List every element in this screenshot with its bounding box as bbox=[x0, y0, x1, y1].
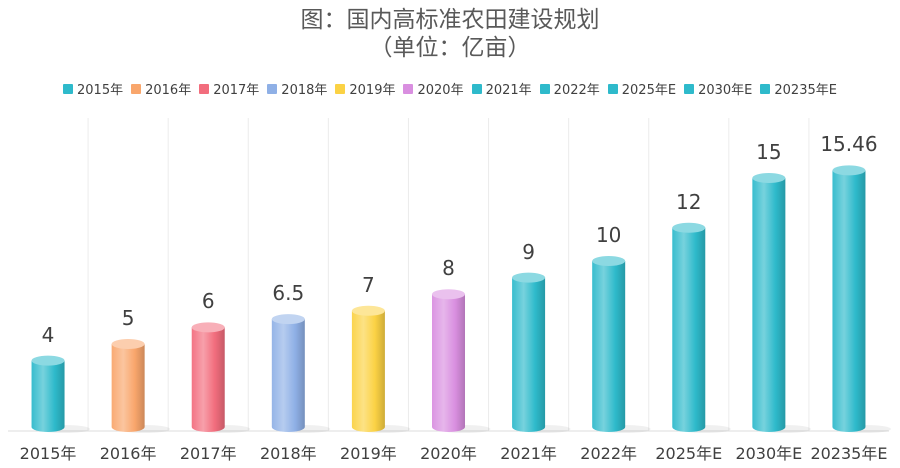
bar-body bbox=[832, 170, 866, 432]
legend-swatch bbox=[403, 83, 414, 94]
legend-item: 2019年 bbox=[335, 79, 395, 98]
value-label: 5 bbox=[121, 306, 135, 330]
value-label: 4 bbox=[41, 322, 55, 347]
bar-body bbox=[592, 261, 626, 432]
legend-swatch bbox=[760, 83, 771, 94]
legend-label: 2017年 bbox=[213, 83, 260, 98]
bar-2017年 bbox=[191, 322, 225, 432]
legend-item: 2030年E bbox=[684, 79, 752, 98]
x-tick-label: 2015年 bbox=[19, 444, 77, 463]
legend-swatch bbox=[335, 83, 346, 94]
legend-label: 20235年E bbox=[774, 83, 837, 98]
legend-swatch bbox=[199, 83, 210, 94]
x-tick-label: 2020年 bbox=[420, 444, 477, 463]
x-tick-label: 2018年 bbox=[259, 444, 317, 463]
bar-top-cap bbox=[752, 173, 786, 183]
bar-top-cap bbox=[191, 322, 225, 333]
legend-swatch bbox=[131, 83, 142, 94]
value-label: 12 bbox=[676, 189, 702, 214]
chart-title: 图：国内高标准农田建设规划 bbox=[300, 7, 600, 33]
legend-item: 2017年 bbox=[199, 79, 259, 98]
bar-2019年 bbox=[351, 305, 385, 432]
bar-body bbox=[752, 178, 786, 432]
legend-label: 2021年 bbox=[485, 83, 532, 98]
legend-label: 2016年 bbox=[145, 83, 192, 98]
bar-body bbox=[512, 277, 546, 432]
legend-swatch bbox=[471, 83, 482, 94]
legend-item: 2015年 bbox=[63, 79, 123, 98]
bar-top-cap bbox=[111, 339, 145, 349]
value-label: 8 bbox=[442, 256, 455, 281]
bar-top-cap bbox=[832, 165, 866, 176]
bar-body bbox=[31, 360, 65, 432]
bar-top-cap bbox=[672, 222, 706, 233]
bar-body bbox=[111, 344, 145, 432]
legend-swatch bbox=[267, 83, 278, 94]
x-tick-label: 2017年 bbox=[179, 444, 237, 463]
bar-top-cap bbox=[512, 272, 546, 283]
legend-item: 2020年 bbox=[403, 79, 464, 98]
chart-subtitle: （单位：亿亩） bbox=[369, 35, 531, 61]
x-tick-label: 2019年 bbox=[340, 444, 397, 463]
legend-swatch bbox=[539, 83, 550, 94]
x-tick-label: 2025年E bbox=[655, 444, 723, 463]
bar-2025年E bbox=[672, 222, 706, 432]
value-label: 15 bbox=[756, 140, 782, 164]
bar-top-cap bbox=[271, 314, 305, 325]
legend-item: 2025年E bbox=[607, 79, 677, 98]
legend-swatch bbox=[684, 83, 695, 94]
value-label: 10 bbox=[595, 223, 622, 247]
legend-label: 2019年 bbox=[349, 83, 396, 98]
bar-2015年 bbox=[31, 355, 65, 432]
legend-item: 2018年 bbox=[267, 79, 327, 98]
bar-body bbox=[271, 319, 305, 432]
legend-item: 2016年 bbox=[131, 79, 191, 98]
legend-swatch bbox=[63, 83, 74, 94]
chart-legend: 2015年 2016年 2017年 2018年 2019年 2020年 2021年 2022年… bbox=[0, 79, 900, 98]
x-tick-label: 2030年E bbox=[735, 444, 803, 463]
value-label: 6 bbox=[201, 289, 215, 314]
value-label: 6.5 bbox=[272, 281, 305, 306]
legend-label: 2025年E bbox=[621, 83, 677, 98]
bar-body bbox=[432, 294, 465, 432]
legend-item: 20235年E bbox=[760, 79, 837, 98]
legend-label: 2020年 bbox=[417, 83, 464, 98]
bar-2030年E bbox=[752, 173, 786, 432]
bar-2020年 bbox=[432, 289, 465, 432]
bar-2016年 bbox=[111, 339, 145, 432]
legend-label: 2015年 bbox=[77, 83, 124, 98]
x-tick-label: 2016年 bbox=[99, 444, 157, 463]
bar-top-cap bbox=[432, 289, 465, 300]
bar-body bbox=[351, 310, 385, 432]
x-tick-label: 20235年E bbox=[810, 444, 888, 463]
legend-swatch bbox=[607, 83, 618, 94]
bar-top-cap bbox=[31, 355, 65, 366]
bar-body bbox=[672, 227, 706, 432]
x-tick-label: 2021年 bbox=[500, 444, 557, 463]
legend-item: 2022年 bbox=[539, 79, 600, 98]
bar-2018年 bbox=[271, 314, 305, 432]
value-label: 9 bbox=[522, 239, 535, 264]
legend-label: 2018年 bbox=[281, 83, 328, 98]
value-label: 7 bbox=[362, 272, 375, 297]
legend-item: 2021年 bbox=[471, 79, 532, 98]
bar-2022年 bbox=[592, 256, 626, 432]
x-tick-label: 2022年 bbox=[580, 444, 638, 463]
bar-top-cap bbox=[351, 305, 385, 316]
legend-label: 2030年E bbox=[698, 83, 753, 98]
bar-2021年 bbox=[512, 272, 546, 432]
bar-20235年E bbox=[832, 165, 866, 432]
legend-label: 2022年 bbox=[553, 83, 600, 98]
bar-body bbox=[191, 327, 225, 432]
value-label: 15.46 bbox=[820, 132, 878, 157]
bar-top-cap bbox=[592, 256, 626, 266]
